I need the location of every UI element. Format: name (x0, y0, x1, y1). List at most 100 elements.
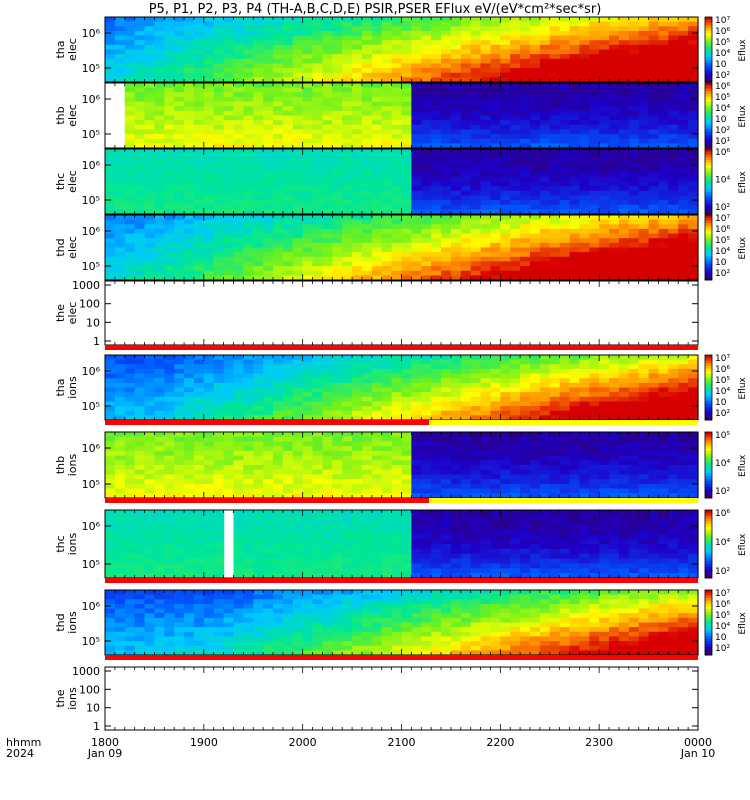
heatmap-cell (510, 17, 520, 22)
heatmap-cell (441, 271, 451, 276)
heatmap-cell (451, 182, 461, 187)
heatmap-cell (362, 271, 372, 276)
heatmap-cell (164, 374, 174, 379)
heatmap-cell (372, 411, 382, 416)
heatmap-cell (313, 149, 323, 154)
heatmap-cell (471, 205, 481, 210)
heatmap-cell (392, 186, 402, 191)
heatmap-cell (599, 364, 609, 369)
heatmap-cell (135, 111, 145, 116)
heatmap-cell (382, 451, 392, 456)
heatmap-cell (204, 158, 214, 163)
heatmap-cell (510, 474, 520, 479)
heatmap-cell (609, 229, 619, 234)
heatmap-cell (471, 388, 481, 393)
heatmap-cell (174, 88, 184, 93)
heatmap-cell (105, 474, 115, 479)
heatmap-cell (520, 158, 530, 163)
heatmap-cell (263, 374, 273, 379)
heatmap-cell (540, 456, 550, 461)
heatmap-cell (678, 234, 688, 239)
heatmap-cell (322, 437, 332, 442)
heatmap-cell (303, 83, 313, 88)
heatmap-cell (570, 106, 580, 111)
heatmap-cell (352, 68, 362, 73)
heatmap-cell (678, 261, 688, 266)
heatmap-cell (411, 266, 421, 271)
heatmap-cell (352, 446, 362, 451)
heatmap-cell (372, 40, 382, 45)
heatmap-cell (658, 120, 668, 125)
heatmap-cell (135, 484, 145, 489)
heatmap-cell (352, 88, 362, 93)
heatmap-cell (342, 54, 352, 59)
heatmap-cell (678, 172, 688, 177)
heatmap-cell (471, 489, 481, 494)
heatmap-cell (145, 374, 155, 379)
heatmap-cell (352, 248, 362, 253)
heatmap-cell (233, 489, 243, 494)
heatmap-cell (589, 59, 599, 64)
heatmap-cell (145, 63, 155, 68)
heatmap-cell (164, 451, 174, 456)
heatmap-cell (243, 238, 253, 243)
heatmap-cell (520, 446, 530, 451)
heatmap-cell (451, 470, 461, 475)
heatmap-cell (451, 234, 461, 239)
heatmap-cell (560, 252, 570, 257)
heatmap-cell (540, 271, 550, 276)
heatmap-cell (392, 378, 402, 383)
heatmap-cell (471, 172, 481, 177)
heatmap-cell (135, 474, 145, 479)
heatmap-cell (392, 88, 402, 93)
heatmap-cell (619, 73, 629, 78)
heatmap-cell (490, 50, 500, 55)
heatmap-cell (392, 234, 402, 239)
heatmap-cell (164, 120, 174, 125)
heatmap-cell (392, 177, 402, 182)
heatmap-cell (649, 238, 659, 243)
heatmap-cell (579, 355, 589, 360)
heatmap-cell (540, 31, 550, 36)
heatmap-cell (649, 401, 659, 406)
heatmap-cell (629, 383, 639, 388)
heatmap-cell (224, 59, 234, 64)
heatmap-cell (303, 374, 313, 379)
heatmap-cell (431, 116, 441, 121)
heatmap-cell (550, 116, 560, 121)
heatmap-cell (125, 489, 135, 494)
heatmap-cell (283, 460, 293, 465)
heatmap-cell (233, 369, 243, 374)
heatmap-cell (560, 383, 570, 388)
heatmap-cell (461, 54, 471, 59)
heatmap-cell (214, 411, 224, 416)
heatmap-cell (658, 73, 668, 78)
heatmap-cell (352, 220, 362, 225)
heatmap-cell (332, 406, 342, 411)
heatmap-cell (658, 364, 668, 369)
heatmap-cell (332, 252, 342, 257)
heatmap-cell (303, 149, 313, 154)
heatmap-cell (362, 102, 372, 107)
heatmap-cell (184, 215, 194, 220)
heatmap-cell (490, 355, 500, 360)
heatmap-cell (293, 460, 303, 465)
heatmap-cell (243, 182, 253, 187)
heatmap-cell (490, 441, 500, 446)
heatmap-cell (105, 172, 115, 177)
heatmap-cell (204, 479, 214, 484)
heatmap-cell (421, 456, 431, 461)
heatmap-cell (441, 257, 451, 262)
heatmap-cell (550, 168, 560, 173)
heatmap-cell (243, 195, 253, 200)
heatmap-cell (243, 139, 253, 144)
heatmap-cell (471, 234, 481, 239)
heatmap-cell (589, 388, 599, 393)
heatmap-cell (540, 383, 550, 388)
heatmap-cell (510, 125, 520, 130)
heatmap-cell (293, 63, 303, 68)
heatmap-cell (243, 163, 253, 168)
heatmap-cell (678, 205, 688, 210)
colorbar-tick-label: 10⁵ (715, 376, 730, 386)
heatmap-cell (471, 154, 481, 159)
